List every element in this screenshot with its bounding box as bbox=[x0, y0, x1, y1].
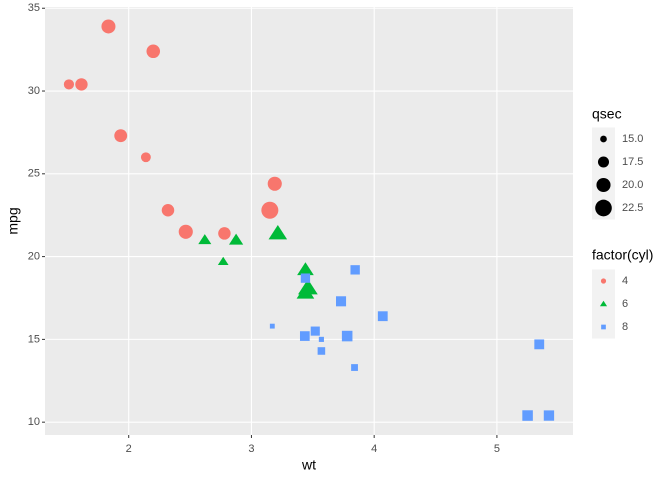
legend-label: 20.0 bbox=[622, 179, 643, 191]
point bbox=[217, 256, 229, 265]
point bbox=[341, 330, 353, 342]
y-tick-label: 15 bbox=[28, 333, 40, 345]
point bbox=[114, 129, 128, 143]
point bbox=[317, 347, 326, 355]
legend-color-key bbox=[599, 300, 608, 307]
legend-size-key bbox=[596, 177, 611, 193]
point bbox=[140, 152, 151, 163]
legend-label: 15.0 bbox=[622, 133, 643, 145]
point bbox=[296, 284, 315, 299]
x-tick-label: 2 bbox=[126, 443, 132, 455]
point bbox=[299, 331, 310, 341]
legend-label: 22.5 bbox=[622, 202, 643, 214]
point bbox=[218, 227, 231, 240]
x-axis-title: wt bbox=[301, 457, 316, 473]
point bbox=[228, 233, 244, 245]
legend-color-key bbox=[600, 278, 607, 284]
point bbox=[543, 410, 555, 421]
color-legend-title: factor(cyl) bbox=[592, 247, 653, 263]
point bbox=[318, 336, 324, 342]
legend-size-key bbox=[597, 156, 610, 168]
point bbox=[336, 296, 347, 307]
point bbox=[146, 44, 161, 59]
point bbox=[351, 364, 358, 371]
point bbox=[198, 234, 212, 245]
point bbox=[101, 19, 116, 34]
size-legend-title: qsec bbox=[592, 106, 622, 122]
legend-size-key bbox=[600, 135, 607, 143]
point bbox=[261, 201, 279, 219]
panel bbox=[45, 7, 573, 435]
point bbox=[75, 78, 88, 91]
y-axis-title: mpg bbox=[5, 207, 21, 234]
y-tick-label: 20 bbox=[28, 251, 40, 263]
y-tick-label: 25 bbox=[28, 168, 40, 180]
legend-size-key bbox=[595, 199, 612, 217]
legend-label: 6 bbox=[622, 298, 628, 310]
legend-label: 4 bbox=[622, 275, 628, 287]
legend-label: 17.5 bbox=[622, 156, 643, 168]
point bbox=[268, 224, 288, 240]
y-tick-label: 35 bbox=[28, 2, 40, 14]
point bbox=[178, 224, 193, 239]
x-tick-label: 4 bbox=[371, 443, 377, 455]
point bbox=[297, 262, 314, 276]
point bbox=[161, 203, 175, 217]
x-tick-label: 5 bbox=[494, 443, 500, 455]
point bbox=[310, 326, 320, 336]
y-tick-label: 10 bbox=[28, 416, 40, 428]
point bbox=[269, 323, 275, 329]
point bbox=[522, 410, 533, 421]
point bbox=[350, 265, 360, 275]
point bbox=[377, 311, 388, 322]
x-tick-label: 3 bbox=[248, 443, 254, 455]
point bbox=[534, 339, 545, 350]
point bbox=[63, 79, 75, 90]
y-tick-label: 30 bbox=[28, 85, 40, 97]
legend-label: 8 bbox=[622, 321, 628, 333]
point bbox=[300, 273, 311, 283]
legend-color-key bbox=[601, 324, 606, 330]
point bbox=[267, 176, 282, 191]
